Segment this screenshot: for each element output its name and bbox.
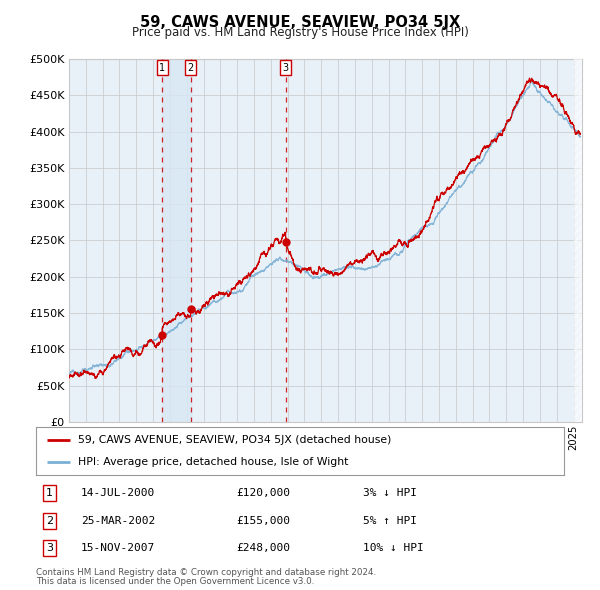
- Text: 2: 2: [187, 63, 194, 73]
- Text: 5% ↑ HPI: 5% ↑ HPI: [364, 516, 418, 526]
- Text: £155,000: £155,000: [236, 516, 290, 526]
- Text: 3: 3: [283, 63, 289, 73]
- Text: 25-MAR-2002: 25-MAR-2002: [81, 516, 155, 526]
- Text: 15-NOV-2007: 15-NOV-2007: [81, 543, 155, 553]
- Bar: [69, 59, 582, 422]
- Text: 1: 1: [159, 63, 165, 73]
- Text: HPI: Average price, detached house, Isle of Wight: HPI: Average price, detached house, Isle…: [78, 457, 349, 467]
- Text: This data is licensed under the Open Government Licence v3.0.: This data is licensed under the Open Gov…: [36, 577, 314, 586]
- Bar: [162, 59, 191, 422]
- Text: 3% ↓ HPI: 3% ↓ HPI: [364, 489, 418, 499]
- Text: Contains HM Land Registry data © Crown copyright and database right 2024.: Contains HM Land Registry data © Crown c…: [36, 568, 376, 576]
- Text: 1: 1: [46, 489, 53, 499]
- Text: 3: 3: [46, 543, 53, 553]
- Bar: [574, 59, 582, 422]
- Text: £248,000: £248,000: [236, 543, 290, 553]
- Text: £120,000: £120,000: [236, 489, 290, 499]
- Text: 10% ↓ HPI: 10% ↓ HPI: [364, 543, 424, 553]
- Text: 59, CAWS AVENUE, SEAVIEW, PO34 5JX (detached house): 59, CAWS AVENUE, SEAVIEW, PO34 5JX (deta…: [78, 435, 392, 445]
- Text: Price paid vs. HM Land Registry's House Price Index (HPI): Price paid vs. HM Land Registry's House …: [131, 26, 469, 39]
- Text: 2: 2: [46, 516, 53, 526]
- Text: 14-JUL-2000: 14-JUL-2000: [81, 489, 155, 499]
- Text: 59, CAWS AVENUE, SEAVIEW, PO34 5JX: 59, CAWS AVENUE, SEAVIEW, PO34 5JX: [140, 15, 460, 30]
